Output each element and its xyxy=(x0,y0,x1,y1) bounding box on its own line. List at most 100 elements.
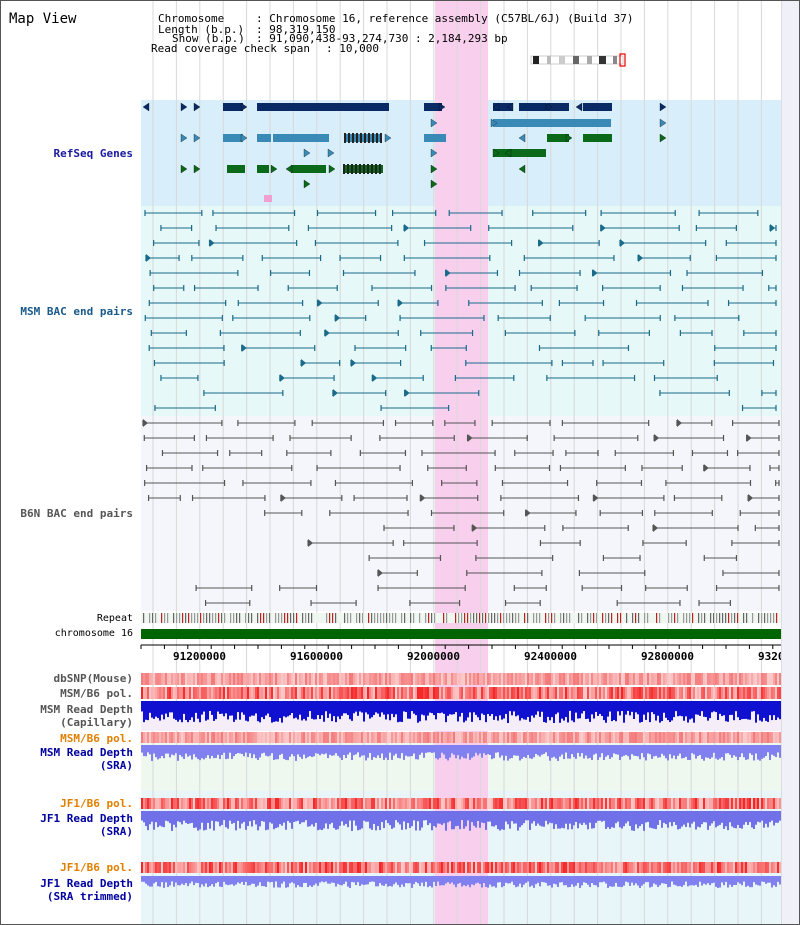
jf1-pol-heat xyxy=(723,798,725,809)
exon-mark xyxy=(352,133,354,143)
jf1-depth-sra-bar xyxy=(201,811,203,823)
track-label-dbsnp[interactable]: dbSNP(Mouse) xyxy=(53,672,133,685)
msm-pol-heat-2 xyxy=(507,732,509,743)
bac-arrow xyxy=(748,494,754,502)
jf1-depth-sra-bar xyxy=(763,811,765,828)
track-label-msm-depth-cap[interactable]: MSM Read Depth (Capillary) xyxy=(40,703,133,729)
msm-pol-heat-2 xyxy=(359,732,361,743)
msm-depth-sra-bar xyxy=(489,745,491,755)
jf1-pol-heat-2 xyxy=(645,862,647,873)
msm-depth-sra-bar xyxy=(167,745,169,754)
msm-depth-cap-bar xyxy=(313,701,315,720)
msm-pol-heat xyxy=(459,687,461,699)
jf1-depth-sra-bar xyxy=(351,811,353,831)
jf1-depth-sra-bar xyxy=(271,811,273,824)
track-label-msm-b6-pol-2[interactable]: MSM/B6 pol. xyxy=(60,732,133,745)
jf1-pol-heat-2 xyxy=(691,862,693,873)
repeat-mark xyxy=(356,613,358,623)
msm-depth-cap-bar xyxy=(543,701,545,723)
dbsnp-heat xyxy=(341,673,343,685)
track-label-b6n-bac[interactable]: B6N BAC end pairs xyxy=(20,507,133,520)
repeat-mark xyxy=(506,613,508,623)
jf1-depth-sra-bar xyxy=(363,811,365,821)
jf1-depth-sra-bar xyxy=(509,811,511,829)
msm-depth-cap-bar xyxy=(693,701,695,723)
jf1-pol-heat-2 xyxy=(641,862,643,873)
msm-depth-cap-bar xyxy=(301,701,303,721)
track-label-jf1-depth-sra[interactable]: JF1 Read Depth (SRA) xyxy=(40,812,133,838)
track-label-refseq[interactable]: RefSeq Genes xyxy=(53,147,133,160)
jf1-pol-heat xyxy=(743,798,745,809)
jf1-pol-heat-2 xyxy=(721,862,723,873)
dbsnp-heat xyxy=(281,673,283,685)
jf1-depth-sra-bar xyxy=(761,811,763,821)
jf1-depth-sra-bar xyxy=(667,811,669,828)
track-label-msm-b6-pol-1[interactable]: MSM/B6 pol. xyxy=(60,687,133,700)
msm-depth-cap-bar xyxy=(373,701,375,716)
msm-pol-heat xyxy=(547,687,549,699)
msm-depth-cap-bar xyxy=(671,701,673,721)
jf1-pol-heat-2 xyxy=(589,862,591,873)
dbsnp-heat xyxy=(513,673,515,685)
repeat-mark xyxy=(209,613,211,623)
track-label-msm-depth-sra[interactable]: MSM Read Depth (SRA) xyxy=(40,746,133,772)
jf1-pol-heat xyxy=(421,798,423,809)
msm-pol-heat xyxy=(485,687,487,699)
dbsnp-heat xyxy=(523,673,525,685)
msm-depth-sra-bar xyxy=(233,745,235,757)
msm-depth-cap-bar xyxy=(289,701,291,716)
jf1-depth-sra-bar xyxy=(405,811,407,830)
jf1-depth-sra-bar xyxy=(273,811,275,830)
jf1-depth-sra-bar xyxy=(467,811,469,821)
msm-pol-heat xyxy=(255,687,257,699)
dbsnp-heat xyxy=(479,673,481,685)
jf1-depth-trim-bar xyxy=(761,876,763,882)
track-label-jf1-depth-trim[interactable]: JF1 Read Depth (SRA trimmed) xyxy=(40,877,133,903)
bac-arrow xyxy=(317,299,323,307)
jf1-pol-heat-2 xyxy=(275,862,277,873)
msm-pol-heat-2 xyxy=(149,732,151,743)
msm-pol-heat xyxy=(699,687,701,699)
track-label-jf1-b6-pol-2[interactable]: JF1/B6 pol. xyxy=(60,861,133,874)
jf1-depth-trim-bar xyxy=(433,876,435,882)
jf1-pol-heat-2 xyxy=(221,862,223,873)
jf1-depth-sra-bar xyxy=(181,811,183,825)
msm-depth-sra-bar xyxy=(751,745,753,755)
jf1-depth-trim-bar xyxy=(285,876,287,888)
right-scroll-edge[interactable] xyxy=(781,1,799,924)
track-label-jf1-b6-pol-1[interactable]: JF1/B6 pol. xyxy=(60,797,133,810)
jf1-pol-heat-2 xyxy=(705,862,707,873)
track-label-msm-bac[interactable]: MSM BAC end pairs xyxy=(20,305,133,318)
jf1-pol-heat xyxy=(487,798,489,809)
jf1-pol-heat-2 xyxy=(237,862,239,873)
jf1-pol-heat xyxy=(751,798,753,809)
jf1-depth-sra-line2: (SRA) xyxy=(99,825,133,838)
msm-pol-heat-2 xyxy=(569,732,571,743)
msm-pol-heat xyxy=(163,687,165,699)
msm-depth-cap-bar xyxy=(365,701,367,713)
repeat-mark xyxy=(773,613,775,623)
msm-depth-sra-bar xyxy=(537,745,539,756)
dbsnp-heat xyxy=(713,673,715,685)
jf1-depth-sra-bar xyxy=(247,811,249,827)
msm-pol-heat xyxy=(375,687,377,699)
dbsnp-heat xyxy=(665,673,667,685)
msm-pol-heat-2 xyxy=(623,732,625,743)
jf1-depth-sra-bar xyxy=(765,811,767,824)
msm-pol-heat-2 xyxy=(277,732,279,743)
msm-depth-cap-bar xyxy=(493,701,495,720)
msm-pol-heat xyxy=(441,687,443,699)
msm-pol-heat-2 xyxy=(687,732,689,743)
jf1-pol-heat xyxy=(709,798,711,809)
jf1-depth-sra-bar xyxy=(579,811,581,824)
msm-pol-heat-2 xyxy=(493,732,495,743)
jf1-pol-heat-2 xyxy=(295,862,297,873)
chromosome-bar xyxy=(141,629,781,639)
jf1-pol-heat-2 xyxy=(485,862,487,873)
dbsnp-heat xyxy=(557,673,559,685)
msm-pol-heat xyxy=(501,687,503,699)
msm-pol-heat xyxy=(713,687,715,699)
msm-depth-sra-bar xyxy=(507,745,509,761)
jf1-depth-trim-bar xyxy=(719,876,721,888)
